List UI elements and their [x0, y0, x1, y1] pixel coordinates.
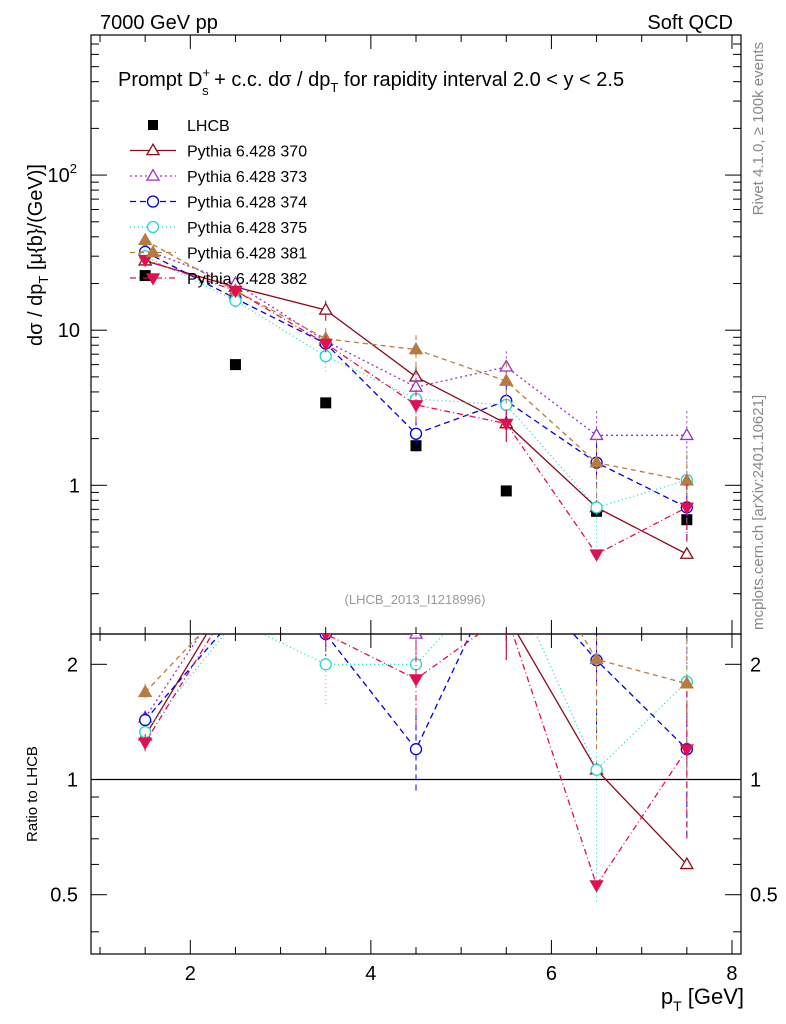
p382-ratio-point	[321, 634, 331, 642]
p382-ratio-point	[408, 674, 424, 687]
p381-ratio-point	[410, 535, 422, 545]
p374-ratio-point	[501, 552, 512, 563]
lhcb-point	[410, 440, 422, 452]
p382-point	[499, 418, 514, 432]
lhcb-point	[500, 485, 512, 497]
legend-label-p381: Pythia 6.428 381	[187, 246, 307, 263]
p373-ratio-point	[408, 634, 424, 639]
legend-marker-p381	[145, 244, 161, 258]
p375-ratio-point	[501, 561, 512, 572]
p373-ratio-point	[681, 565, 693, 575]
p374-ratio-point	[409, 743, 423, 756]
p381-ratio-point	[229, 591, 241, 601]
y-tick-label-exp: 2	[70, 161, 77, 176]
legend-label-lhcb: LHCB	[187, 118, 230, 135]
p381-point	[499, 373, 514, 386]
ratio-tick-label-right: 2	[750, 654, 761, 676]
x-axis-label: pT [GeV]	[661, 984, 744, 1014]
ratio-tick-label-right: 0.5	[750, 885, 778, 907]
ratio-tick-label-right: 1	[750, 770, 761, 792]
chart-title: Prompt D+ s + c.c. dσ / dpT for rapidity …	[118, 65, 624, 98]
x-tick-label: 6	[546, 963, 557, 985]
lhcb-point	[229, 359, 241, 371]
legend-label-p374: Pythia 6.428 374	[187, 195, 307, 212]
p381-point	[137, 232, 153, 246]
p373-ratio-point	[591, 585, 603, 595]
side-label-rivet: Rivet 4.1.0, ≥ 100k events	[750, 42, 767, 215]
p374-ratio-point	[139, 713, 152, 727]
lhcb-point	[139, 270, 151, 282]
p375-ratio-point	[590, 763, 603, 776]
y-tick-label-base: 10	[48, 165, 70, 187]
side-label-mcplots: mcplots.cern.ch [arXiv:2401.10621]	[750, 395, 767, 630]
p382-point	[137, 254, 153, 268]
legend-marker-p370	[145, 142, 161, 156]
p375-point	[319, 350, 332, 363]
p382-point	[228, 285, 243, 299]
legend-marker-p374	[146, 195, 160, 208]
ratio-data	[137, 467, 695, 905]
p370-ratio-point	[679, 856, 695, 870]
y-axis-label: dσ / dpT [μ{b}/(GeV)]	[25, 164, 51, 346]
p370-point	[318, 302, 333, 315]
header-left: 7000 GeV pp	[100, 12, 218, 34]
y-tick-label: 1	[69, 475, 80, 497]
p382-ratio-point	[589, 880, 604, 893]
legend: LHCB Pythia 6.428 370 Pythia 6.428 373 Pyth…	[130, 118, 307, 288]
header-right: Soft QCD	[647, 12, 733, 34]
p373-point	[589, 427, 604, 441]
p370-ratio-point	[500, 608, 512, 618]
p382-point	[679, 502, 695, 516]
p373-point	[679, 427, 695, 441]
p382-ratio-point	[500, 610, 512, 620]
p373-ratio-point	[500, 467, 512, 477]
p370-point	[679, 546, 695, 559]
ratio-y-axis-label: Ratio to LHCB	[24, 746, 41, 842]
p382-point	[408, 400, 424, 413]
legend-label-p370: Pythia 6.428 370	[187, 144, 307, 161]
legend-marker-p375	[146, 220, 160, 234]
analysis-label: (LHCB_2013_I1218996)	[345, 592, 486, 607]
p382-ratio-point	[137, 737, 153, 751]
ratio-tick-label-left: 1	[67, 770, 78, 792]
p375-ratio-point	[230, 615, 241, 626]
p381-ratio-point	[589, 651, 604, 665]
p381-ratio-point	[679, 676, 695, 689]
legend-marker-p382	[145, 273, 161, 286]
p373-ratio-point	[229, 575, 241, 585]
legend-marker-p373	[145, 168, 161, 181]
p382-ratio-point	[679, 744, 695, 757]
legend-label-p382: Pythia 6.428 382	[187, 271, 307, 288]
legend-label-p373: Pythia 6.428 373	[187, 169, 307, 186]
legend-marker-lhcb	[148, 120, 158, 130]
p381-point	[589, 455, 604, 468]
p382-ratio-point	[229, 593, 241, 603]
p381-ratio-point	[500, 502, 512, 512]
p374-ratio-point	[230, 611, 241, 622]
legend-label-p375: Pythia 6.428 375	[187, 220, 307, 237]
p370-ratio-point	[320, 543, 332, 553]
x-tick-label: 8	[726, 963, 737, 985]
main-data	[137, 232, 695, 563]
p381-ratio-point	[137, 684, 153, 698]
ratio-tick-label-left: 2	[67, 654, 78, 676]
p370-ratio-point	[229, 580, 241, 590]
p381-point	[408, 341, 424, 355]
p382-point	[589, 549, 604, 562]
p381-ratio-point	[320, 614, 332, 624]
lhcb-point	[320, 397, 332, 409]
ratio-tick-label-left: 0.5	[50, 885, 78, 907]
y-tick-label: 102	[48, 161, 77, 187]
p375-ratio-point	[319, 658, 332, 671]
p382-point	[318, 338, 333, 352]
y-tick-label: 10	[58, 320, 80, 342]
p375-point	[590, 501, 603, 514]
p374-point	[409, 427, 423, 440]
x-tick-label: 2	[185, 963, 196, 985]
x-tick-label: 4	[365, 963, 376, 985]
